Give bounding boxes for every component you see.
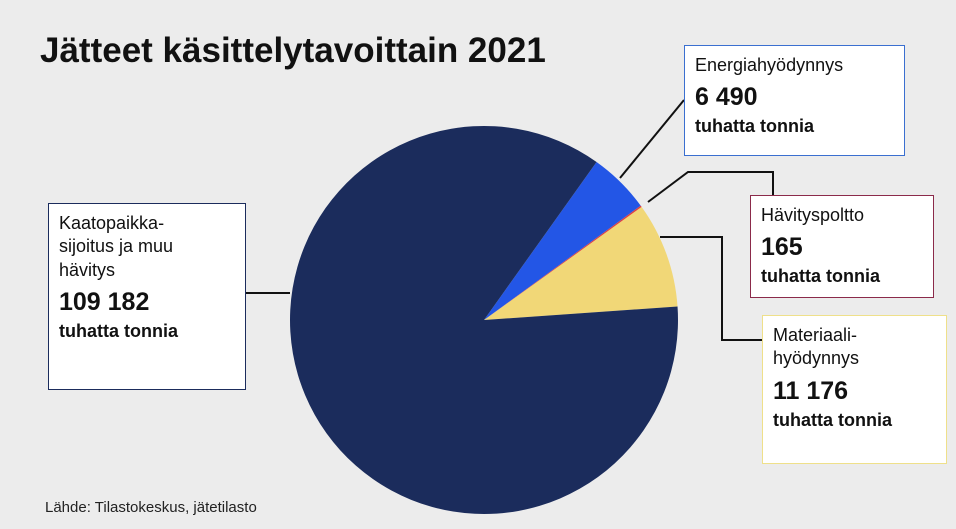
pie-slice [484,161,641,320]
category-label: Hävityspoltto [761,205,865,225]
pie-slice [484,206,678,320]
connector [619,99,685,179]
category-label: Kaatopaikka- sijoitus ja muu hävitys [59,213,174,280]
label-box: Hävityspoltto 165 tuhatta tonnia [750,195,934,298]
label-box: Kaatopaikka- sijoitus ja muu hävitys 109 … [48,203,246,390]
category-label: Energiahyödynnys [695,55,844,75]
unit-label: tuhatta tonnia [59,321,178,342]
unit-label: tuhatta tonnia [695,116,814,137]
source: Lähde: Tilastokeskus, jätetilasto [45,499,257,516]
chart-title: Jätteet käsittelytavoittain 2021 [40,31,546,70]
pie-slice [289,125,678,514]
connector [660,236,762,341]
pie-slice [484,205,642,320]
value-label: 11 176 [773,376,849,405]
label-box: Energiahyödynnys 6 490 tuhatta tonnia [684,45,905,156]
value-label: 165 [761,233,803,262]
value-label: 6 490 [695,83,758,112]
unit-label: tuhatta tonnia [761,266,880,287]
label-box: Materiaali- hyödynnys 11 176 tuhatta tonni… [762,315,947,464]
value-label: 109 182 [59,288,150,317]
connector [647,171,774,203]
unit-label: tuhatta tonnia [773,409,892,430]
category-label: Materiaali- hyödynnys [773,325,860,369]
